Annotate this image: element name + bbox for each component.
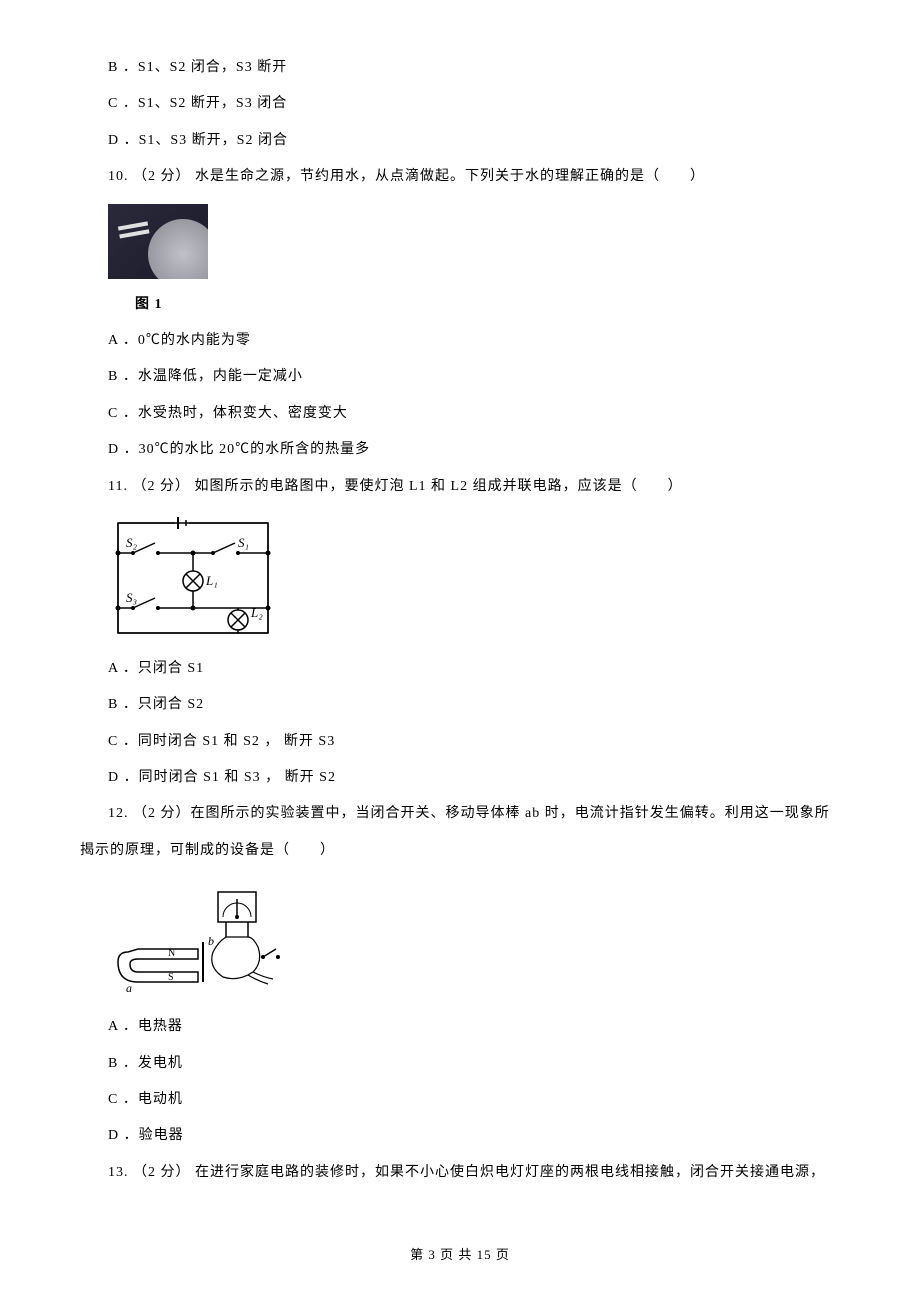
q12-option-d: D ．验电器 (80, 1118, 840, 1154)
circuit-diagram-icon: S₂ S₁ L₁ S₃ L₂ (108, 513, 278, 643)
q12-stem-line2: 揭示的原理，可制成的设备是（ ） (80, 833, 840, 869)
q10-stem: 10. （2 分） 水是生命之源，节约用水，从点滴做起。下列关于水的理解正确的是… (80, 159, 840, 195)
svg-text:b: b (208, 934, 214, 948)
svg-text:a: a (126, 981, 132, 995)
moon-image (108, 204, 208, 279)
svg-text:S₂: S₂ (126, 535, 138, 550)
svg-text:N: N (168, 948, 175, 959)
q11-option-b: B ．只闭合 S2 (80, 687, 840, 723)
q13-stem: 13. （2 分） 在进行家庭电路的装修时，如果不小心使白炽电灯灯座的两根电线相… (80, 1155, 840, 1191)
q11-option-d: D ．同时闭合 S1 和 S3 ， 断开 S2 (80, 760, 840, 796)
q10-figure-caption: 图 1 (80, 287, 840, 323)
q10-option-a: A ．0℃的水内能为零 (80, 323, 840, 359)
svg-text:S₃: S₃ (126, 590, 137, 605)
q10-figure (80, 204, 840, 279)
svg-text:S: S (168, 972, 174, 983)
svg-text:L₂: L₂ (250, 605, 263, 620)
q10-option-c: C ．水受热时，体积变大、密度变大 (80, 396, 840, 432)
q12-option-a: A ．电热器 (80, 1009, 840, 1045)
q11-figure: S₂ S₁ L₁ S₃ L₂ (80, 513, 840, 643)
q12-option-c: C ．电动机 (80, 1082, 840, 1118)
q9-option-d: D ．S1、S3 断开，S2 闭合 (80, 123, 840, 159)
q10-option-d: D ．30℃的水比 20℃的水所含的热量多 (80, 432, 840, 468)
q10-option-b: B ．水温降低，内能一定减小 (80, 359, 840, 395)
q12-stem-line1: 12. （2 分）在图所示的实验装置中，当闭合开关、移动导体棒 ab 时，电流计… (80, 796, 840, 832)
q11-stem: 11. （2 分） 如图所示的电路图中，要使灯泡 L1 和 L2 组成并联电路，… (80, 469, 840, 505)
q11-option-c: C ．同时闭合 S1 和 S2 ， 断开 S3 (80, 724, 840, 760)
page-footer: 第 3 页 共 15 页 (0, 1238, 920, 1272)
q11-option-a: A ．只闭合 S1 (80, 651, 840, 687)
svg-text:L₁: L₁ (205, 573, 218, 588)
q9-option-c: C ．S1、S2 断开，S3 闭合 (80, 86, 840, 122)
q12-figure: N S b a (80, 887, 840, 997)
generator-diagram-icon: N S b a (108, 887, 288, 997)
q9-option-b: B ．S1、S2 闭合，S3 断开 (80, 50, 840, 86)
svg-text:S₁: S₁ (238, 535, 249, 550)
q12-option-b: B ．发电机 (80, 1046, 840, 1082)
